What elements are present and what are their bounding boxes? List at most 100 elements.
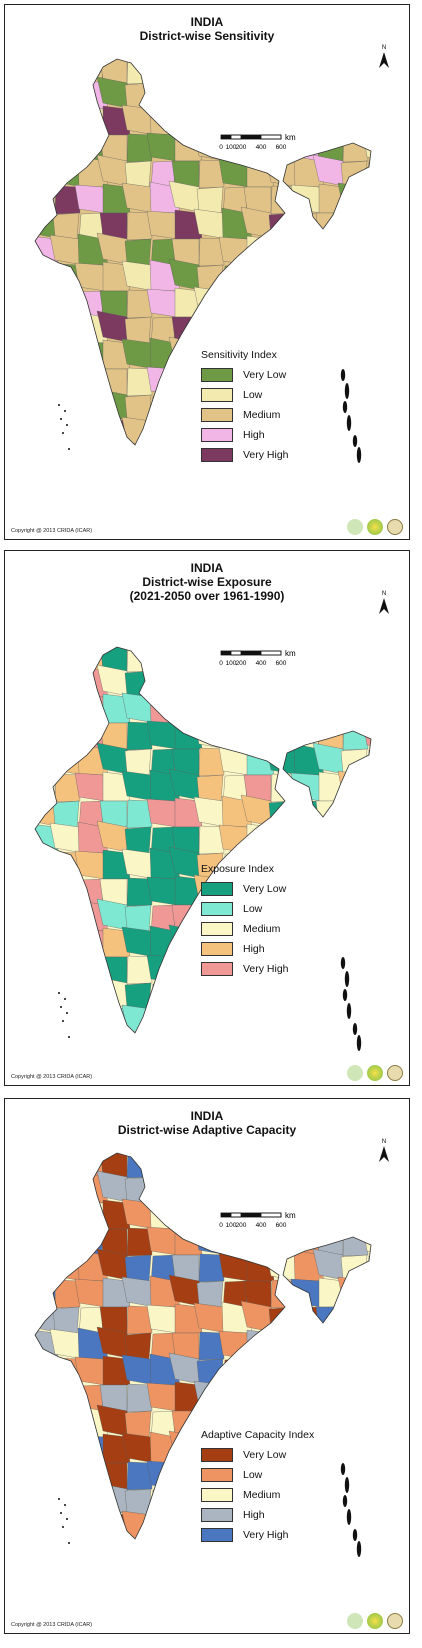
copyright-text: Copyright @ 2013 CRIDA (ICAR) [11, 1074, 93, 1080]
legend-swatch [201, 388, 233, 402]
crida-logo-icon [367, 519, 383, 535]
legend-swatch [201, 1448, 233, 1462]
legend-label: Very High [243, 1529, 289, 1541]
scale-tick: 0 [219, 1222, 223, 1229]
legend-label: Low [243, 1469, 263, 1481]
logos [347, 519, 403, 535]
nicra-logo-icon [387, 1613, 403, 1629]
legend-label: High [243, 943, 265, 955]
north-arrow-icon: N [379, 591, 389, 614]
legend-label: Very High [243, 449, 289, 461]
legend-label: Medium [243, 1489, 281, 1501]
scale-unit: km [285, 1211, 296, 1220]
title-line-1: INDIA [190, 15, 224, 29]
legend-swatch [201, 408, 233, 422]
legend: Exposure Index Very Low Low Medium High … [201, 863, 289, 979]
icar-logo-icon [347, 519, 363, 535]
legend-label: High [243, 1509, 265, 1521]
title-line-1: INDIA [190, 561, 224, 575]
legend-label: Medium [243, 409, 281, 421]
legend-item: Low [201, 1465, 314, 1485]
legend-swatch [201, 962, 233, 976]
north-arrow-icon: N [379, 1139, 389, 1162]
scale-tick: 600 [276, 144, 287, 151]
scale-bar: km 0 100 200 400 600 [219, 1211, 296, 1229]
islands [58, 369, 362, 463]
legend-label: Very Low [243, 369, 287, 381]
scale-tick: 400 [256, 1222, 267, 1229]
legend-swatch [201, 882, 233, 896]
icar-logo-icon [347, 1065, 363, 1081]
scale-tick: 200 [236, 660, 247, 667]
legend-swatch [201, 922, 233, 936]
scale-tick: 200 [236, 1222, 247, 1229]
legend-label: Low [243, 389, 263, 401]
crida-logo-icon [367, 1613, 383, 1629]
title-line-2: District-wise Adaptive Capacity [117, 1123, 297, 1137]
legend-item: Very High [201, 445, 289, 465]
scale-unit: km [285, 649, 296, 658]
legend-item: Medium [201, 919, 289, 939]
scale-tick: 100 [226, 144, 237, 151]
legend-swatch [201, 942, 233, 956]
legend-swatch [201, 428, 233, 442]
legend-label: Low [243, 903, 263, 915]
legend: Adaptive Capacity Index Very Low Low Med… [201, 1429, 314, 1545]
legend-title: Adaptive Capacity Index [201, 1429, 315, 1441]
legend-item: Very High [201, 959, 289, 979]
legend-item: Medium [201, 1485, 314, 1505]
legend-item: Low [201, 385, 289, 405]
scale-tick: 0 [219, 660, 223, 667]
adaptive-capacity-map-panel: INDIA District-wise Adaptive Capacity N … [4, 1098, 410, 1634]
map-title: INDIA District-wise Sensitivity [5, 15, 409, 43]
legend-item: High [201, 939, 289, 959]
icar-logo-icon [347, 1613, 363, 1629]
scale-tick: 400 [256, 144, 267, 151]
legend-title: Sensitivity Index [201, 349, 277, 361]
title-line-3: (2021-2050 over 1961-1990) [129, 589, 285, 603]
north-label: N [382, 591, 386, 597]
legend-item: Medium [201, 405, 289, 425]
islands [58, 957, 362, 1051]
nicra-logo-icon [387, 1065, 403, 1081]
scale-tick: 200 [236, 144, 247, 151]
legend-item: Very Low [201, 365, 289, 385]
legend: Sensitivity Index Very Low Low Medium Hi… [201, 349, 289, 465]
india-map [34, 646, 372, 1051]
legend-label: Medium [243, 923, 281, 935]
north-arrow-icon: N [379, 45, 389, 68]
exposure-map-panel: INDIA District-wise Exposure (2021-2050 … [4, 550, 410, 1086]
crida-logo-icon [367, 1065, 383, 1081]
nicra-logo-icon [387, 519, 403, 535]
copyright-text: Copyright @ 2013 CRIDA (ICAR) [11, 1622, 93, 1628]
legend-swatch [201, 368, 233, 382]
legend-swatch [201, 1468, 233, 1482]
legend-swatch [201, 448, 233, 462]
legend-title: Exposure Index [201, 863, 274, 875]
map-title: INDIA District-wise Adaptive Capacity [5, 1109, 409, 1137]
scale-bar: km 0 100 200 400 600 [219, 649, 296, 667]
title-line-1: INDIA [190, 1109, 224, 1123]
copyright-text: Copyright @ 2013 CRIDA (ICAR) [11, 528, 93, 534]
scale-tick: 0 [219, 144, 223, 151]
title-line-2: District-wise Sensitivity [139, 29, 275, 43]
legend-item: High [201, 1505, 314, 1525]
north-label: N [382, 45, 386, 51]
scale-tick: 600 [276, 660, 287, 667]
map-title: INDIA District-wise Exposure (2021-2050 … [5, 561, 409, 603]
india-map [34, 1152, 372, 1557]
legend-swatch [201, 1488, 233, 1502]
legend-item: Very Low [201, 879, 289, 899]
scale-tick: 400 [256, 660, 267, 667]
legend-label: Very High [243, 963, 289, 975]
scale-tick: 100 [226, 1222, 237, 1229]
title-line-2: District-wise Exposure [142, 575, 272, 589]
legend-label: Very Low [243, 1449, 287, 1461]
legend-item: Very High [201, 1525, 314, 1545]
scale-bar: km 0 100 200 400 600 [219, 133, 296, 151]
legend-swatch [201, 1528, 233, 1542]
logos [347, 1065, 403, 1081]
scale-tick: 600 [276, 1222, 287, 1229]
scale-unit: km [285, 133, 296, 142]
legend-swatch [201, 1508, 233, 1522]
